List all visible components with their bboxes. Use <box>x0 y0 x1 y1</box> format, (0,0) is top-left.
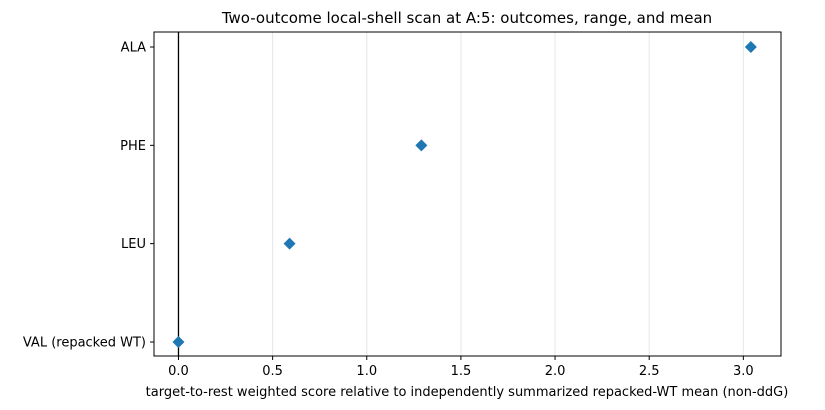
y-tick-label: VAL (repacked WT) <box>23 336 146 351</box>
x-axis-ticks: 0.0 0.5 1.0 1.5 2.0 2.5 3.0 <box>168 356 754 379</box>
y-axis-ticks: ALA PHE LEU VAL (repacked WT) <box>23 41 154 351</box>
x-tick-label: 0.5 <box>262 364 283 379</box>
x-tick-label: 2.5 <box>639 364 660 379</box>
chart-title: Two-outcome local-shell scan at A:5: out… <box>221 9 712 27</box>
x-tick-label: 0.0 <box>168 364 189 379</box>
x-tick-label: 1.5 <box>451 364 472 379</box>
x-tick-label: 1.0 <box>356 364 377 379</box>
x-tick-label: 2.0 <box>545 364 566 379</box>
data-point-diamond <box>283 237 296 250</box>
y-tick-label: PHE <box>120 139 146 154</box>
data-point-diamond <box>172 336 185 348</box>
plot-area-frame <box>153 31 782 357</box>
y-tick-label: LEU <box>121 237 146 252</box>
data-points <box>172 41 757 348</box>
x-tick-label: 3.0 <box>733 364 754 379</box>
y-tick-label: ALA <box>121 41 146 56</box>
data-point-diamond <box>415 139 428 152</box>
data-point-diamond <box>744 41 757 53</box>
x-axis-label: target-to-rest weighted score relative t… <box>146 385 789 400</box>
